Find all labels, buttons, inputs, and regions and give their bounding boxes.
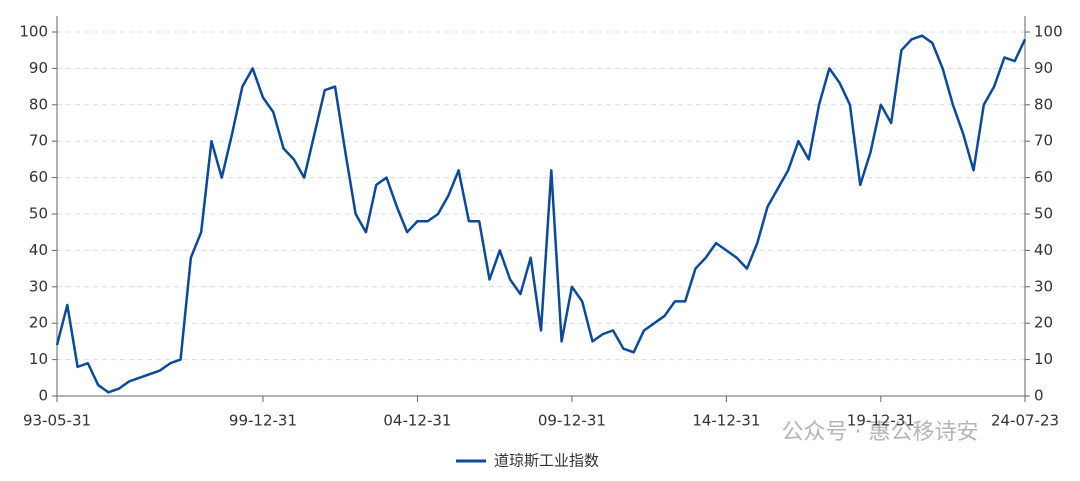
y-tick-label: 70: [29, 132, 48, 150]
line-series: [55, 34, 1027, 394]
y2-tick-label: 10: [1034, 350, 1053, 368]
x-tick-label: 99-12-31: [229, 412, 297, 430]
legend-label: 道琼斯工业指数: [494, 452, 599, 470]
y-tick-label: 60: [29, 168, 48, 186]
y2-tick-label: 70: [1034, 132, 1053, 150]
x-tick-label: 04-12-31: [383, 412, 451, 430]
y-tick-label: 100: [19, 23, 48, 41]
y2-tick-label: 50: [1034, 205, 1053, 223]
y-tick-label: 50: [29, 205, 48, 223]
x-tick-label: 09-12-31: [538, 412, 606, 430]
x-tick-label: 19-12-31: [847, 412, 915, 430]
y2-tick-label: 100: [1034, 23, 1063, 41]
y-tick-label: 30: [29, 277, 48, 295]
y-tick-label: 90: [29, 59, 48, 77]
y-tick-label: 80: [29, 95, 48, 113]
y2-tick-label: 80: [1034, 95, 1053, 113]
x-tick-label: 14-12-31: [692, 412, 760, 430]
y2-tick-label: 90: [1034, 59, 1053, 77]
x-tick-label: 24-07-23: [991, 412, 1059, 430]
y-tick-label: 10: [29, 350, 48, 368]
y-tick-label: 40: [29, 241, 48, 259]
y-tick-label: 20: [29, 314, 48, 332]
y2-tick-label: 60: [1034, 168, 1053, 186]
y2-tick-label: 30: [1034, 277, 1053, 295]
y2-tick-label: 40: [1034, 241, 1053, 259]
y2-tick-label: 20: [1034, 314, 1053, 332]
y2-tick-label: 0: [1034, 387, 1044, 405]
y-tick-label: 0: [38, 387, 48, 405]
watermark: 公众号 · 惠公移诗安: [782, 420, 979, 445]
x-tick-label: 93-05-31: [23, 412, 91, 430]
